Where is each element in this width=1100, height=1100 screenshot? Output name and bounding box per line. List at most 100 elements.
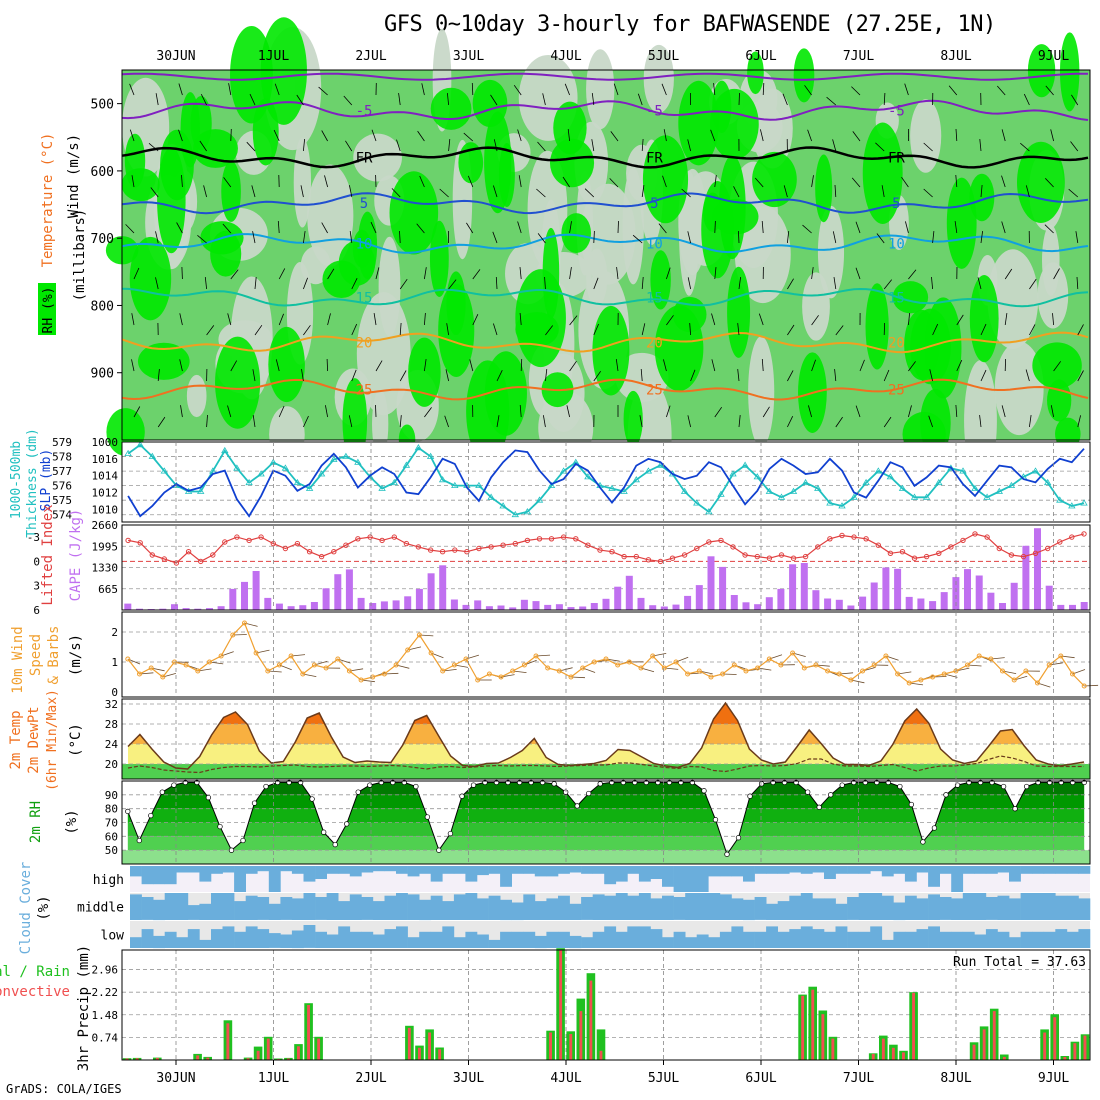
page-title: GFS 0~10day 3-hourly for BAFWASENDE (27.…	[384, 12, 996, 37]
cloud-bar-middle	[153, 899, 165, 921]
wind-barb	[711, 359, 716, 372]
cloud-bar-middle	[939, 897, 952, 920]
wind-barb	[131, 359, 135, 372]
thickness-marker	[801, 478, 810, 486]
cloud-bar-high	[1078, 866, 1091, 874]
y-tick-label: 24	[105, 738, 119, 751]
date-label-bottom: 7JUL	[843, 1071, 874, 1086]
lifted-index-point	[1057, 539, 1063, 545]
cloud-bar-low	[407, 937, 420, 948]
wind-barb	[520, 358, 523, 372]
rh-point	[148, 812, 154, 819]
wind-speed-point	[358, 677, 364, 683]
wind-barb	[710, 129, 716, 142]
thickness-marker	[741, 461, 749, 468]
temp-line	[127, 701, 1085, 770]
cloud-bar-middle	[719, 894, 732, 920]
cape-bar	[824, 598, 832, 610]
rh-moist-patch	[650, 250, 671, 310]
rh-dry-patch	[643, 44, 674, 114]
precip-frame	[121, 949, 1091, 1061]
cloud-bar-low	[465, 931, 478, 948]
wind-barb	[181, 266, 183, 280]
cloud-bar-high	[824, 866, 836, 879]
wind-barb	[641, 185, 645, 198]
lifted-index-point	[282, 545, 289, 552]
cloud-bar-low	[916, 929, 929, 948]
rh-point	[367, 782, 373, 788]
cloud-bar-middle	[534, 901, 547, 920]
cape-bar	[800, 563, 808, 610]
cape-bar	[241, 581, 248, 610]
thickness-marker	[1068, 502, 1076, 509]
wind-barb	[641, 276, 644, 290]
cape-bar	[590, 603, 598, 610]
wind-barb	[714, 220, 716, 234]
cape-bar	[334, 574, 342, 610]
cloud-bar-middle	[581, 897, 593, 920]
rh-point	[309, 796, 315, 802]
wind-barb	[204, 277, 207, 290]
wind-barb	[446, 323, 449, 336]
wind-barb	[424, 267, 427, 280]
wind-speed-point	[486, 671, 492, 677]
wind-barb	[181, 174, 183, 188]
wind-barb	[398, 93, 401, 106]
wind-barb	[931, 276, 933, 290]
wind-barb	[1075, 231, 1079, 244]
wind-barb	[855, 221, 861, 234]
lifted-index-point	[331, 549, 337, 555]
cloud-bar-middle	[870, 893, 883, 920]
wind-barb	[1045, 85, 1054, 96]
wind-barb	[1071, 94, 1079, 106]
cape-bar	[765, 597, 773, 610]
thickness-marker	[789, 487, 798, 494]
lifted-index-point	[802, 553, 809, 560]
axis-label: 2m Temp	[8, 710, 24, 769]
cloud-bar-low	[349, 931, 362, 948]
lifted-index-point	[1032, 550, 1039, 556]
wind-speed-point	[510, 668, 516, 674]
lifted-index-point	[403, 540, 410, 547]
precip-convective-bar	[428, 1032, 431, 1060]
lifted-index-point	[585, 542, 591, 548]
lifted-index-point	[161, 556, 168, 562]
cloud-bar-high	[268, 866, 281, 892]
y-tick-label: 1012	[92, 487, 119, 500]
wind-barb	[1070, 141, 1079, 152]
isotherm-label: 5	[360, 196, 368, 212]
wind-speed-point	[381, 671, 387, 677]
cape-bar	[789, 564, 797, 610]
lifted-index-point	[258, 534, 264, 540]
y-tick-label: 900	[91, 367, 114, 382]
y-tick-label: 3	[33, 580, 40, 593]
rh-moist-patch	[712, 198, 759, 235]
rh-band	[127, 836, 1085, 851]
wind-barb	[519, 267, 522, 280]
cloud-bar-middle	[500, 899, 512, 921]
thickness-marker	[753, 473, 762, 480]
wind-barb	[467, 175, 474, 188]
wind-speed-point	[125, 656, 131, 662]
lifted-index-point	[125, 537, 131, 544]
wind-speed-point	[521, 662, 527, 668]
wind-barb	[834, 184, 837, 198]
cloud-bar-high	[534, 866, 547, 877]
isotherm-line	[121, 331, 1089, 354]
isotherm-label: 5	[892, 196, 900, 212]
rh-moist-patch	[592, 305, 630, 396]
cloud-bar-middle	[1066, 895, 1079, 920]
wind-barb	[666, 405, 671, 418]
cloud-bar-middle	[1078, 898, 1091, 920]
date-label-bottom: 30JUN	[156, 1071, 195, 1086]
isotherm-label: 15	[356, 290, 373, 306]
axis-label: Speed	[28, 634, 44, 676]
wind-barb	[851, 86, 861, 96]
cloud-bar-low	[534, 935, 547, 949]
cloud-bar-middle	[361, 897, 374, 920]
isotherm-label: FR	[646, 150, 663, 166]
date-label-bottom: 3JUL	[453, 1071, 484, 1086]
wind-speed-point	[242, 620, 247, 626]
lifted-index-point	[137, 540, 143, 546]
lifted-index-point	[960, 537, 966, 544]
